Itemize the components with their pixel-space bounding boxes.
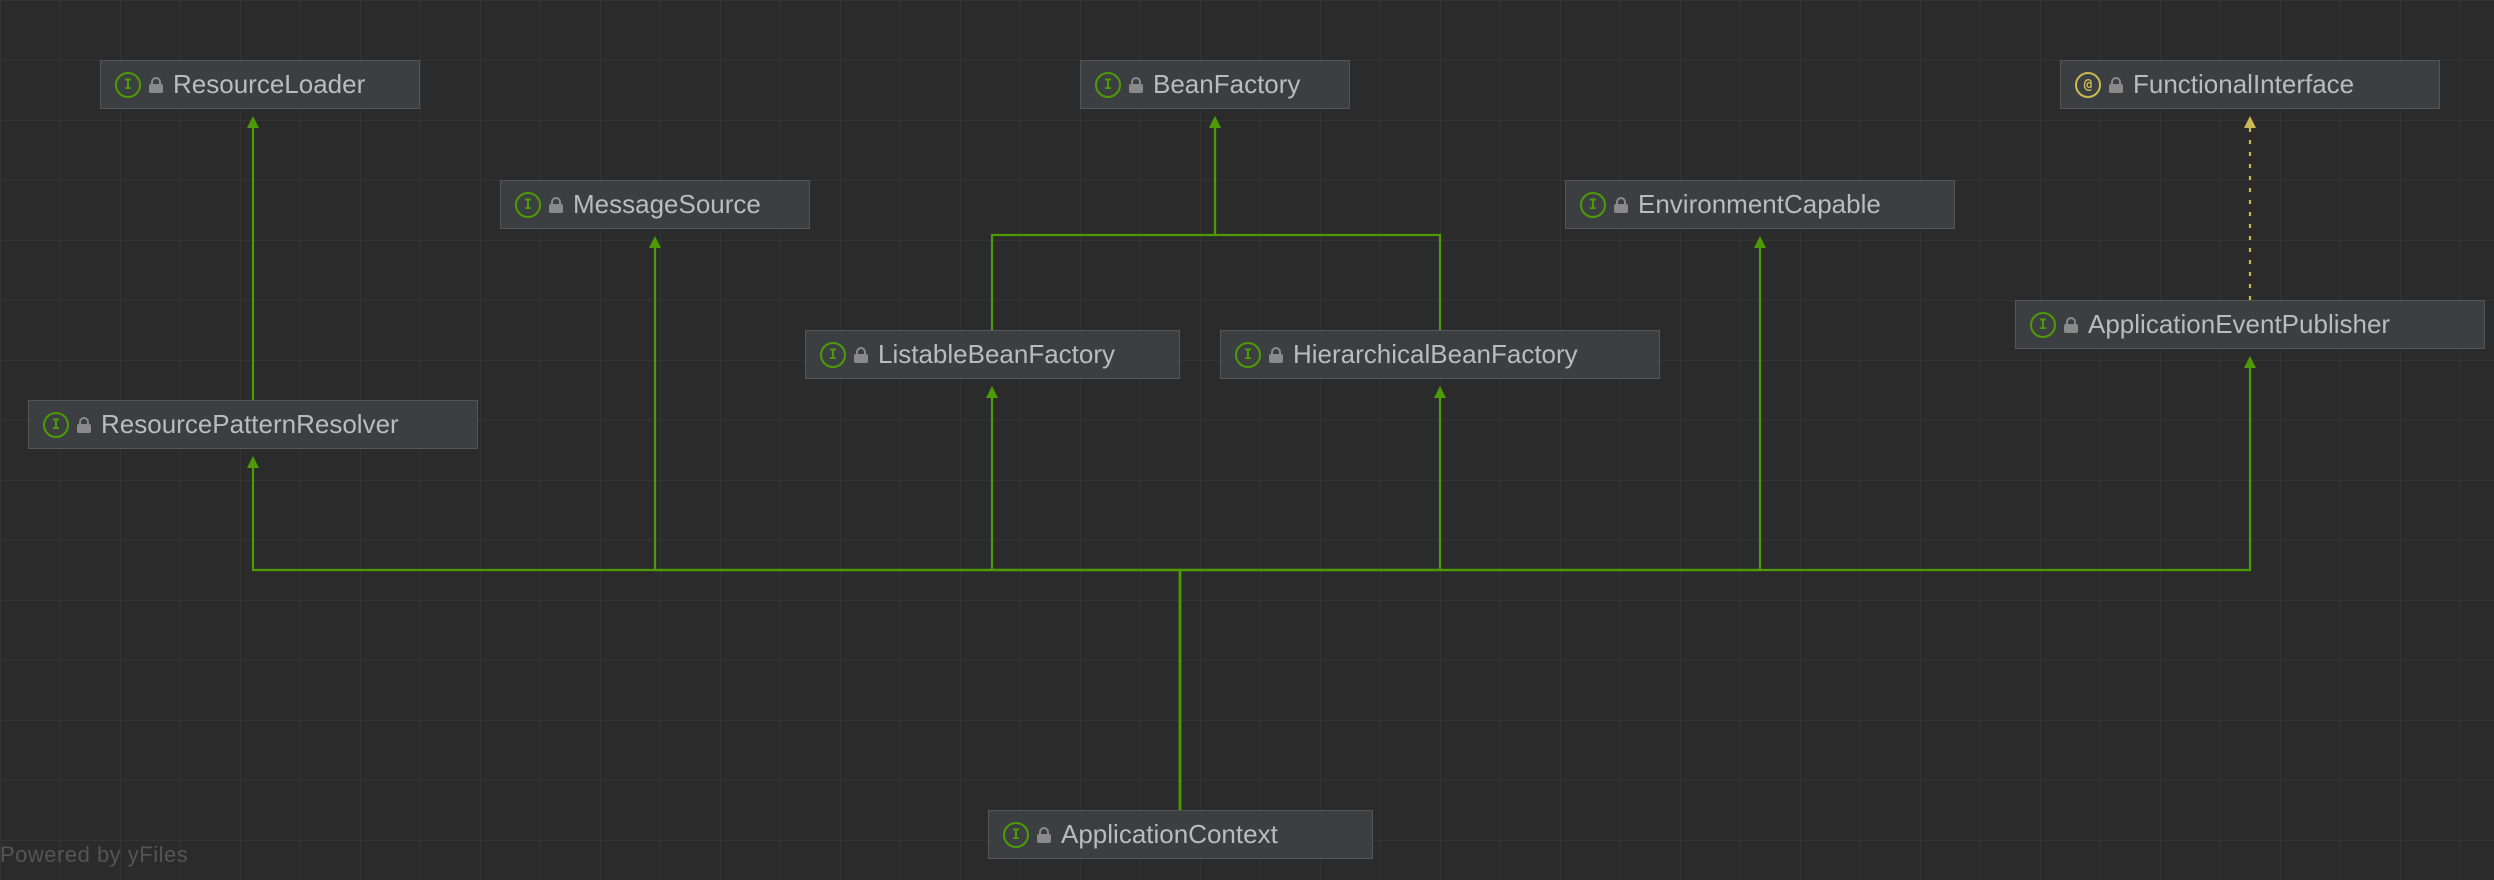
- interface-icon: I: [820, 342, 846, 368]
- interface-icon: I: [1580, 192, 1606, 218]
- node-label: ResourcePatternResolver: [101, 409, 399, 440]
- node-MessageSource[interactable]: I MessageSource: [500, 180, 810, 229]
- lock-icon: [1269, 347, 1283, 363]
- lock-icon: [854, 347, 868, 363]
- node-label: MessageSource: [573, 189, 761, 220]
- lock-icon: [2064, 317, 2078, 333]
- lock-icon: [2109, 77, 2123, 93]
- node-ApplicationEventPublisher[interactable]: I ApplicationEventPublisher: [2015, 300, 2485, 349]
- lock-icon: [1614, 197, 1628, 213]
- node-ResourcePatternResolver[interactable]: I ResourcePatternResolver: [28, 400, 478, 449]
- node-label: ListableBeanFactory: [878, 339, 1115, 370]
- node-label: ApplicationContext: [1061, 819, 1278, 850]
- interface-icon: I: [1095, 72, 1121, 98]
- node-label: ResourceLoader: [173, 69, 365, 100]
- lock-icon: [549, 197, 563, 213]
- interface-icon: I: [115, 72, 141, 98]
- watermark: Powered by yFiles: [0, 842, 188, 868]
- lock-icon: [1037, 827, 1051, 843]
- interface-icon: I: [1003, 822, 1029, 848]
- interface-icon: I: [1235, 342, 1261, 368]
- node-FunctionalInterface[interactable]: @ FunctionalInterface: [2060, 60, 2440, 109]
- node-ApplicationContext[interactable]: I ApplicationContext: [988, 810, 1373, 859]
- node-label: HierarchicalBeanFactory: [1293, 339, 1578, 370]
- node-ListableBeanFactory[interactable]: I ListableBeanFactory: [805, 330, 1180, 379]
- node-label: FunctionalInterface: [2133, 69, 2354, 100]
- node-ResourceLoader[interactable]: I ResourceLoader: [100, 60, 420, 109]
- node-label: ApplicationEventPublisher: [2088, 309, 2390, 340]
- node-HierarchicalBeanFactory[interactable]: I HierarchicalBeanFactory: [1220, 330, 1660, 379]
- node-label: BeanFactory: [1153, 69, 1300, 100]
- interface-icon: I: [515, 192, 541, 218]
- lock-icon: [1129, 77, 1143, 93]
- interface-icon: I: [2030, 312, 2056, 338]
- diagram-canvas[interactable]: I ResourceLoader I MessageSource I BeanFactor…: [0, 0, 2494, 880]
- node-EnvironmentCapable[interactable]: I EnvironmentCapable: [1565, 180, 1955, 229]
- interface-icon: I: [43, 412, 69, 438]
- node-label: EnvironmentCapable: [1638, 189, 1881, 220]
- lock-icon: [77, 417, 91, 433]
- annotation-icon: @: [2075, 72, 2101, 98]
- node-BeanFactory[interactable]: I BeanFactory: [1080, 60, 1350, 109]
- lock-icon: [149, 77, 163, 93]
